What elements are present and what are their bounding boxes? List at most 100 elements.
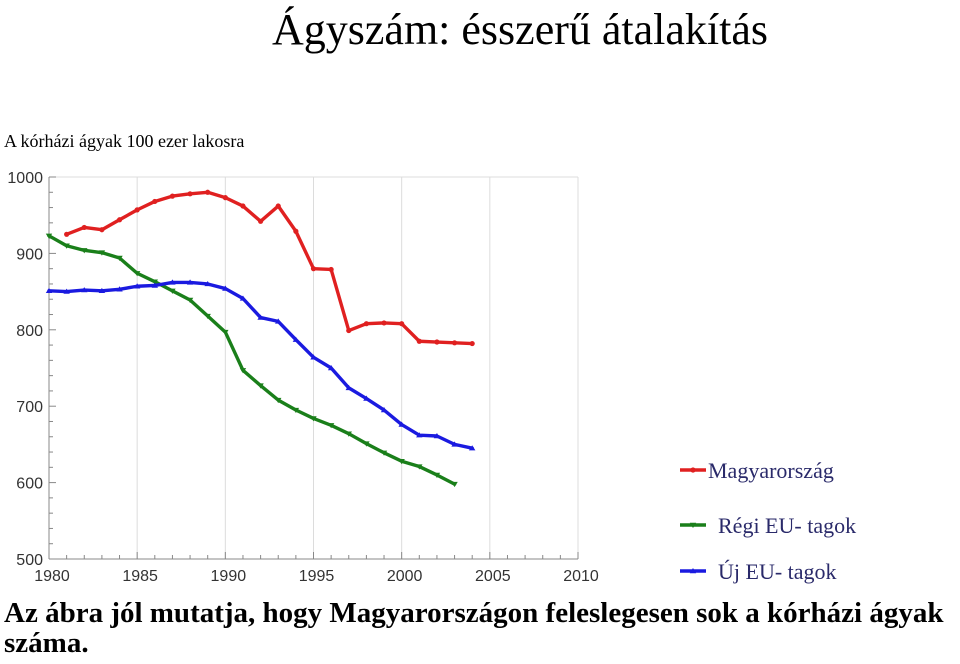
data-point xyxy=(327,423,335,429)
data-point xyxy=(205,189,211,195)
data-point xyxy=(451,340,458,346)
data-point xyxy=(689,568,697,574)
data-point xyxy=(292,336,300,342)
series-2 xyxy=(45,279,476,451)
series-line xyxy=(64,190,474,346)
data-point xyxy=(169,193,176,199)
data-point xyxy=(689,522,697,528)
data-point xyxy=(81,248,88,254)
data-point xyxy=(64,231,70,237)
data-point xyxy=(222,285,229,291)
x-tick-label: 1980 xyxy=(34,568,70,585)
data-point xyxy=(63,288,70,294)
chart-series xyxy=(45,189,476,488)
data-point xyxy=(380,450,388,456)
data-point xyxy=(133,271,141,277)
data-point xyxy=(345,431,352,437)
legend-label: Régi EU- tagok xyxy=(718,513,856,538)
data-point xyxy=(275,203,281,209)
x-tick-label: 1985 xyxy=(122,568,158,585)
y-tick-label: 600 xyxy=(16,476,43,493)
data-point xyxy=(451,481,458,488)
legend-item-2: Új EU- tagok xyxy=(680,559,837,584)
data-point xyxy=(186,297,194,304)
data-point xyxy=(151,279,158,285)
data-point xyxy=(222,329,229,336)
data-point xyxy=(99,227,105,233)
series-1 xyxy=(45,233,458,488)
y-tick-label: 500 xyxy=(16,552,43,569)
data-point xyxy=(363,395,370,401)
y-tick-label: 900 xyxy=(16,246,43,263)
legend-item-1: Régi EU- tagok xyxy=(680,513,856,538)
data-point xyxy=(187,191,193,197)
data-point xyxy=(363,321,369,327)
data-point xyxy=(416,464,423,470)
data-point xyxy=(434,339,440,345)
data-point xyxy=(240,203,246,209)
data-point xyxy=(275,318,282,324)
x-tick-label: 1990 xyxy=(211,568,247,585)
data-point xyxy=(169,288,176,294)
data-point xyxy=(133,283,141,289)
data-point xyxy=(257,383,264,389)
data-point xyxy=(116,255,123,261)
data-point xyxy=(690,467,696,473)
data-point xyxy=(222,195,228,201)
legend-item-0: Magyarország xyxy=(680,458,834,483)
data-point xyxy=(292,407,300,414)
data-point xyxy=(45,233,53,239)
data-point xyxy=(469,445,476,451)
legend-label: Magyarország xyxy=(708,458,834,483)
data-point xyxy=(398,421,405,427)
data-point xyxy=(81,287,88,293)
data-point xyxy=(380,407,388,413)
data-point xyxy=(310,354,317,360)
chart-title: A kórházi ágyak 100 ezer lakosra xyxy=(4,131,245,151)
data-point xyxy=(81,224,87,231)
chart-grid xyxy=(48,176,579,559)
series-line xyxy=(47,234,457,486)
y-tick-label: 800 xyxy=(16,323,43,340)
data-point xyxy=(151,282,158,288)
page-title: Ágyszám: ésszerű átalakítás xyxy=(271,5,769,54)
data-point xyxy=(399,321,405,327)
data-point xyxy=(469,340,475,347)
caption-text: Az ábra jól mutatja, hogy Magyarországon… xyxy=(4,597,944,659)
data-point xyxy=(310,416,317,422)
data-point xyxy=(186,279,194,285)
data-point xyxy=(204,313,211,320)
data-point xyxy=(293,228,299,234)
x-tick-label: 1995 xyxy=(299,568,335,585)
data-point xyxy=(363,441,370,447)
chart-legend: Magyarország Régi EU- tagok Új EU- tagok xyxy=(680,458,856,584)
series-0 xyxy=(64,189,475,347)
data-point xyxy=(152,198,158,205)
y-tick-label: 1000 xyxy=(7,170,43,187)
data-point xyxy=(416,338,422,344)
x-tick-label: 2000 xyxy=(387,568,423,585)
y-tick-label: 700 xyxy=(16,399,43,416)
data-point xyxy=(327,365,335,371)
data-point xyxy=(433,472,441,478)
data-point xyxy=(328,266,334,273)
data-point xyxy=(45,287,53,294)
data-point xyxy=(346,327,352,334)
data-point xyxy=(169,279,176,285)
data-point xyxy=(433,432,441,439)
data-point xyxy=(416,432,423,438)
data-point xyxy=(134,207,140,213)
x-tick-label: 2010 xyxy=(563,568,599,585)
legend-label: Új EU- tagok xyxy=(718,559,837,584)
data-point xyxy=(204,280,211,287)
data-point xyxy=(116,286,123,292)
data-point xyxy=(239,295,247,301)
data-point xyxy=(98,250,106,256)
series-line xyxy=(47,280,474,450)
data-point xyxy=(239,368,247,374)
data-point xyxy=(98,287,106,294)
data-point xyxy=(310,266,317,272)
data-point xyxy=(116,217,123,223)
data-point xyxy=(63,243,70,249)
